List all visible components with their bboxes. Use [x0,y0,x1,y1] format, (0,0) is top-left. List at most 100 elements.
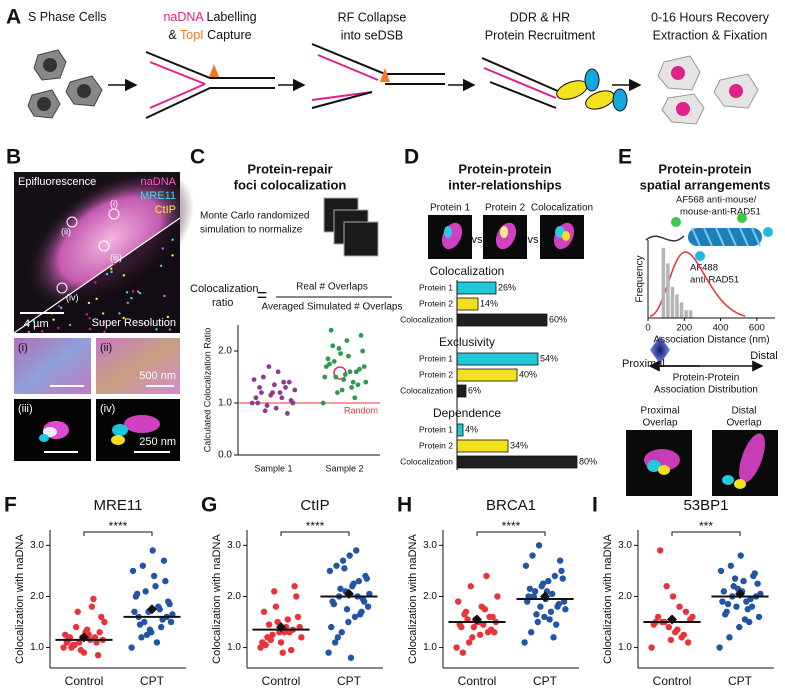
speckle [118,312,121,315]
data-point [138,634,145,641]
speckle [155,328,158,331]
equals: = [257,285,268,305]
bar [456,384,467,398]
data-point [61,631,69,638]
y-tick-label: 1.0 [227,642,241,653]
overlap-label: Distal [731,406,756,417]
micrograph [13,169,194,334]
signal [112,424,128,436]
data-point [281,379,287,385]
category-label: Protein 1 [419,282,453,292]
speckle [41,330,44,333]
data-point [259,390,264,395]
y-tick-label: 2.0 [423,591,437,602]
data-point [470,623,478,631]
data-point [342,372,348,377]
y-tick-label: 1.0 [618,642,632,653]
y-tick-label: 2.0 [218,346,232,357]
step-text: Extraction & Fixation [653,28,768,42]
region-markers [56,208,120,294]
data-point [152,583,159,590]
speckle [102,320,105,324]
data-point [537,603,544,610]
data-point [345,618,352,626]
data-point [328,623,335,631]
ratio-label: Colocalization [190,283,258,295]
data-point [336,346,342,351]
data-point [724,600,732,608]
data-point [559,575,566,582]
speckle [143,321,146,325]
y-tick-label: 2.0 [227,591,241,602]
y-tick-label: 3.0 [618,540,632,551]
bar [456,297,479,311]
region-label: (i) [110,198,118,208]
image-label: Colocalization [531,203,593,214]
inset-label: (ii) [100,342,112,354]
x-tick-label: CPT [533,674,558,688]
data-point [325,356,331,362]
signal [124,415,160,433]
y-axis-label: Colocalization with naDNA [211,534,223,664]
x-axis-label: Association Distance (nm) [653,335,769,346]
histogram-bar [679,302,684,318]
chart-title: CtIP [300,497,329,514]
protein [556,80,588,100]
step-text: DDR & HR [510,10,570,24]
step-text: naDNA Labelling [163,10,256,24]
data-point [331,359,337,364]
data-point [166,600,173,608]
fork-3 [481,57,628,112]
x-tick-label: CPT [728,674,753,688]
axis-end-label: Distal [750,350,778,362]
data-point [669,593,677,600]
data-point [737,552,744,559]
data-point [141,618,148,626]
data-point [94,652,102,659]
data-point [726,634,733,641]
data-point [682,608,690,615]
data-point [521,639,528,646]
speckle [32,320,36,323]
bar [456,439,509,453]
data-point [663,583,670,590]
data-point [551,572,559,580]
chart-title: MRE11 [94,497,143,514]
data-point [363,575,370,582]
speckle [87,301,91,305]
data-point [491,629,498,636]
step-text: into seDSB [341,28,404,42]
data-point [330,600,338,608]
data-point [547,608,555,615]
antibody-label: AF568 anti-mouse/ [676,195,757,206]
chart-title: BRCA1 [486,497,536,514]
data-point [90,595,97,603]
x-tick-label: CPT [337,674,362,688]
panel-title: spatial arrangements [640,177,771,192]
data-point [341,377,347,382]
nascent-dna [149,83,206,109]
mean-marker [735,588,745,599]
fluorophore [671,217,681,227]
speckle [171,238,174,241]
top1 [209,64,219,77]
inset-label: (iv) [100,403,115,415]
data-point [292,387,298,393]
fixed-cells [657,55,759,125]
step-text-run: TopI [180,28,204,42]
significance-label: *** [699,519,713,533]
data-point [131,608,138,615]
signal [444,226,452,238]
data-point [461,611,468,618]
data-point [357,366,362,372]
filament-schematic [645,213,773,261]
nucleus [676,102,690,116]
scale-label: 4 µm [24,318,49,330]
speckle [122,316,125,320]
nucleus [671,66,685,80]
ratio-label: ratio [212,297,233,309]
data-point [322,374,328,380]
significance-bracket [476,531,546,536]
speckle [138,291,142,295]
